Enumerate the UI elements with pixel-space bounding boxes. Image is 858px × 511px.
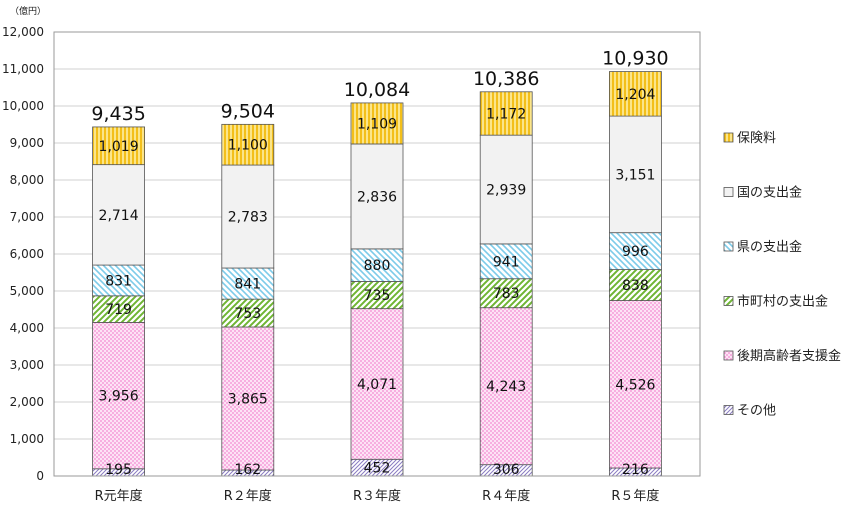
segment-value-label: 719 xyxy=(105,302,132,318)
segment-value-label: 3,865 xyxy=(228,392,268,408)
segment-value-label: 753 xyxy=(234,306,261,322)
x-category-label: R２年度 xyxy=(224,488,272,504)
legend-label: 県の支出金 xyxy=(737,239,802,255)
y-tick-label: 8,000 xyxy=(10,173,44,187)
y-tick-label: 0 xyxy=(36,469,44,483)
bar-segment xyxy=(221,298,275,328)
bar-total-label: 10,930 xyxy=(602,48,668,70)
bar-segment xyxy=(479,307,533,466)
bar-segment xyxy=(479,134,533,245)
legend-label: 保険料 xyxy=(737,131,776,146)
segment-value-label: 452 xyxy=(364,461,391,477)
bar-total-label: 9,504 xyxy=(221,100,275,122)
segment-value-label: 2,714 xyxy=(99,208,139,224)
segment-value-label: 4,071 xyxy=(357,377,397,393)
bar-segment xyxy=(609,115,662,234)
legend-swatch xyxy=(723,132,734,143)
bar-segment xyxy=(221,164,275,269)
segment-value-label: 838 xyxy=(622,278,649,294)
bar-segment xyxy=(609,300,662,469)
bar-segment xyxy=(350,308,404,460)
bar-segment xyxy=(221,123,275,166)
segment-value-label: 941 xyxy=(493,254,520,270)
legend-swatch xyxy=(723,241,734,252)
legend-label: その他 xyxy=(737,404,776,419)
x-category-label: R３年度 xyxy=(353,488,401,504)
legend-swatch xyxy=(723,187,734,197)
segment-value-label: 4,526 xyxy=(615,377,655,393)
bar-segment xyxy=(350,248,404,282)
bar-segment xyxy=(479,243,533,280)
segment-value-label: 880 xyxy=(364,258,391,274)
bar-segment xyxy=(221,326,275,471)
legend-swatch xyxy=(723,296,734,306)
segment-value-label: 306 xyxy=(493,462,520,478)
segment-value-label: 1,109 xyxy=(357,116,397,132)
legend-swatch xyxy=(723,350,734,361)
legend-label: 市町村の支出金 xyxy=(737,294,828,310)
total-labels: 9,435 9,504 10,084 10,386 10,930 xyxy=(91,48,668,125)
legend-label: 国の支出金 xyxy=(737,185,802,201)
x-axis-labels: R元年度 R２年度 R３年度 R４年度 R５年度 xyxy=(95,488,660,504)
segment-value-label: 1,204 xyxy=(615,87,655,103)
bar-segment xyxy=(609,269,662,301)
plot-area-frame xyxy=(53,31,701,477)
legend-label: 後期高齢者支援金 xyxy=(737,348,841,364)
bar-total-label: 10,084 xyxy=(344,79,410,101)
y-tick-label: 10,000 xyxy=(2,99,44,113)
x-category-label: R４年度 xyxy=(482,488,530,504)
segment-value-label: 2,939 xyxy=(486,183,526,199)
legend-swatch xyxy=(723,405,734,415)
x-category-label: R元年度 xyxy=(95,488,143,504)
y-tick-label: 6,000 xyxy=(10,247,44,261)
segment-labels: 195 3,956 719 831 2,714 1,019 162 3,865 753 841 2,… xyxy=(99,87,656,478)
segment-value-label: 162 xyxy=(234,462,261,478)
segment-value-label: 1,100 xyxy=(228,138,268,154)
segment-value-label: 1,019 xyxy=(99,139,139,155)
segment-value-label: 783 xyxy=(493,286,520,302)
y-tick-label: 11,000 xyxy=(2,62,44,76)
bar-segment xyxy=(479,91,533,136)
segment-value-label: 195 xyxy=(105,462,132,478)
segment-value-label: 4,243 xyxy=(486,379,526,395)
bars-group xyxy=(92,71,662,477)
y-tick-label: 9,000 xyxy=(10,136,44,150)
bar-segment xyxy=(92,164,145,266)
bar-segment xyxy=(609,71,662,117)
x-category-label: R５年度 xyxy=(611,488,659,504)
y-tick-label: 3,000 xyxy=(10,358,44,372)
y-tick-label: 2,000 xyxy=(10,395,44,409)
segment-value-label: 2,783 xyxy=(228,210,268,226)
y-tick-label: 4,000 xyxy=(10,321,44,335)
segment-value-label: 3,151 xyxy=(615,167,655,183)
segment-value-label: 831 xyxy=(105,273,132,289)
segment-value-label: 3,956 xyxy=(99,389,139,405)
segment-value-label: 996 xyxy=(622,244,649,260)
y-axis-ticks: 0 1,000 2,000 3,000 4,000 5,000 6,000 7,000 8,00… xyxy=(2,25,44,483)
segment-value-label: 1,172 xyxy=(486,106,526,122)
bar-segment xyxy=(92,126,145,166)
bar-segment xyxy=(350,143,404,250)
segment-value-label: 841 xyxy=(234,277,261,293)
bar-segment xyxy=(92,322,145,470)
segment-value-label: 2,836 xyxy=(357,189,397,205)
bar-total-label: 9,435 xyxy=(91,103,145,125)
bar-total-label: 10,386 xyxy=(473,68,539,90)
bar-segment xyxy=(350,102,404,145)
bar-segment xyxy=(479,278,533,309)
y-tick-label: 1,000 xyxy=(10,432,44,446)
bar-segment xyxy=(92,264,145,297)
y-tick-label: 12,000 xyxy=(2,25,44,39)
bar-segment xyxy=(350,281,404,310)
segment-value-label: 735 xyxy=(364,288,391,304)
y-tick-label: 7,000 xyxy=(10,210,44,224)
y-axis-unit-label: （億円） xyxy=(10,5,46,17)
segment-value-label: 216 xyxy=(622,462,649,478)
y-tick-label: 5,000 xyxy=(10,284,44,298)
bar-segment xyxy=(609,232,662,270)
